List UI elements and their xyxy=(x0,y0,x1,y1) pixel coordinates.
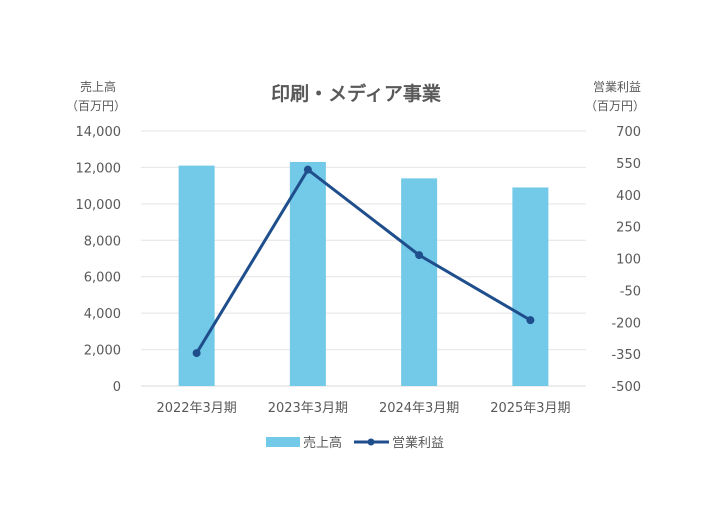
left-axis-tick-label: 6,000 xyxy=(84,271,121,286)
left-axis-title-line2: （百万円） xyxy=(66,99,126,113)
line-series xyxy=(192,165,535,358)
bar-series xyxy=(178,161,549,386)
legend-swatch-marker xyxy=(367,438,375,446)
x-axis-category-label: 2025年3月期 xyxy=(490,401,570,416)
right-axis-tick-label: -50 xyxy=(620,284,641,299)
x-axis-category-label: 2023年3月期 xyxy=(268,401,348,416)
legend: 売上高 営業利益 xyxy=(266,435,444,451)
series-line xyxy=(195,168,532,354)
left-axis-tick-label: 2,000 xyxy=(84,344,121,359)
x-axis-category-label: 2022年3月期 xyxy=(156,401,236,416)
right-axis-title-line1: 営業利益 xyxy=(593,80,641,94)
right-axis: -500 -350 -200 -50 100 250 400 550 700 xyxy=(611,125,641,395)
grid-lines xyxy=(141,130,586,387)
left-axis-tick-label: 10,000 xyxy=(76,198,122,213)
left-axis-tick-label: 4,000 xyxy=(84,307,121,322)
line-point xyxy=(526,316,535,325)
x-axis: 2022年3月期 2023年3月期 2024年3月期 2025年3月期 xyxy=(156,401,570,416)
left-axis-title-line1: 売上高 xyxy=(80,79,116,94)
right-axis-tick-label: 700 xyxy=(616,125,641,140)
right-axis-tick-label: 250 xyxy=(616,221,641,236)
legend-swatch-bar xyxy=(266,437,300,447)
right-axis-title-line2: （百万円） xyxy=(585,99,645,113)
chart-title: 印刷・メディア事業 xyxy=(271,82,442,105)
legend-label-line: 営業利益 xyxy=(392,435,444,451)
right-axis-tick-label: -500 xyxy=(611,380,641,395)
right-axis-tick-label: 550 xyxy=(616,157,641,172)
right-axis-tick-label: 100 xyxy=(616,253,641,268)
bar xyxy=(289,161,326,386)
line-point xyxy=(415,251,424,260)
right-axis-tick-label: -200 xyxy=(611,316,641,331)
right-axis-tick-label: -350 xyxy=(611,348,641,363)
line-point xyxy=(192,349,201,358)
bar xyxy=(512,187,549,386)
left-axis-tick-label: 0 xyxy=(113,380,121,395)
left-axis-tick-label: 8,000 xyxy=(84,234,121,249)
left-axis-tick-label: 12,000 xyxy=(76,161,122,176)
right-axis-tick-label: 400 xyxy=(616,189,641,204)
bar xyxy=(401,178,438,386)
x-axis-category-label: 2024年3月期 xyxy=(379,401,459,416)
legend-label-bar: 売上高 xyxy=(303,435,342,451)
left-axis: 0 2,000 4,000 6,000 8,000 10,000 12,000 14,000 xyxy=(76,125,122,395)
left-axis-tick-label: 14,000 xyxy=(76,125,122,140)
line-point xyxy=(303,165,312,174)
